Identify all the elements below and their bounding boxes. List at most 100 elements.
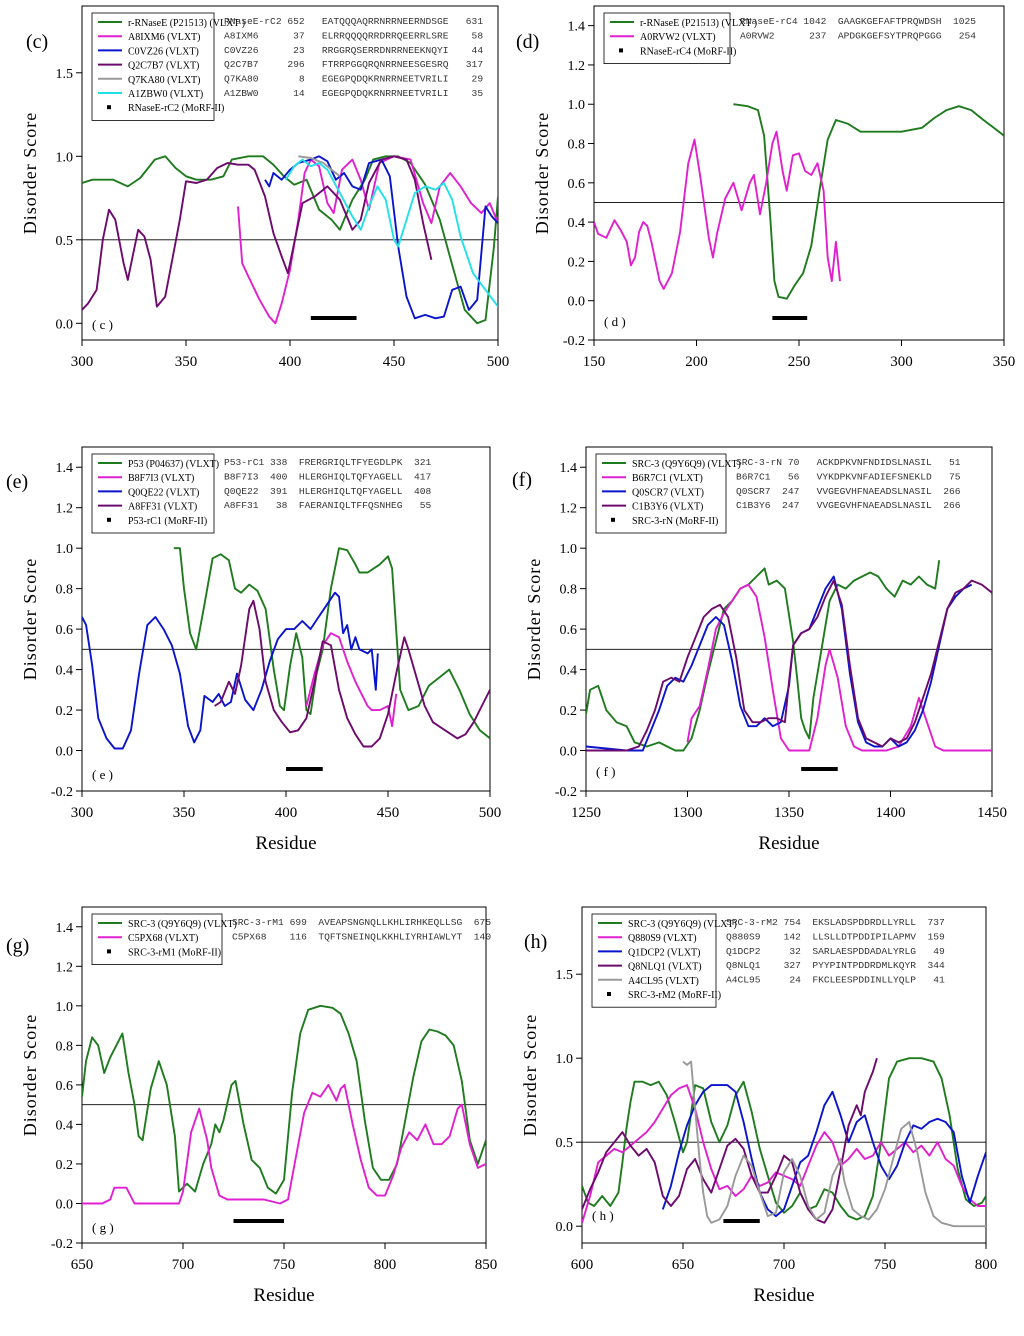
- panel-inner-label: ( f ): [596, 764, 616, 779]
- y-tick-label: 0.8: [568, 138, 586, 153]
- legend-marker: [619, 48, 623, 53]
- x-tick-label: 1300: [673, 805, 703, 821]
- legend-entry: SRC-3 (Q9Y6Q9) (VLXT): [632, 459, 741, 470]
- series-line-q8nlq1: [582, 1057, 878, 1224]
- x-tick-label: 750: [874, 1257, 897, 1273]
- alignment-line: A8IXM6 37 ELRRQQQQRRDRRQEERRLSRE 58: [224, 30, 483, 41]
- legend-marker: [607, 992, 611, 996]
- panel-inner-label: ( e ): [92, 767, 113, 782]
- y-tick-label: 0.4: [560, 664, 578, 679]
- legend-entry: A8FF31 (VLXT): [128, 502, 197, 513]
- series-line-c1b3y6: [586, 579, 992, 752]
- legend-entry: SRC-3-rM2 (MoRF-II): [628, 990, 721, 1001]
- y-tick-label: 1.5: [56, 67, 74, 82]
- y-tick-label: 1.2: [56, 502, 74, 517]
- legend-entry: C1B3Y6 (VLXT): [632, 502, 703, 513]
- panel-inner-label: ( h ): [592, 1208, 614, 1223]
- series-line-r-rnasee: [82, 155, 498, 325]
- y-tick-label: 0.8: [560, 583, 578, 598]
- y-tick-label: -0.2: [555, 785, 577, 800]
- y-tick-label: 0.0: [56, 1197, 74, 1212]
- panel-label: (d): [516, 31, 539, 53]
- legend-entry: C5PX68 (VLXT): [128, 933, 198, 944]
- y-tick-label: -0.2: [51, 1237, 73, 1252]
- y-tick-label: 0.2: [56, 1158, 74, 1173]
- panel-inner-label: ( d ): [604, 314, 626, 329]
- y-tick-label: 1.4: [560, 461, 578, 476]
- legend-box: [591, 913, 717, 1008]
- y-tick-label: 0.2: [560, 704, 578, 719]
- y-tick-label: 0.6: [56, 623, 74, 638]
- y-tick-label: 0.6: [568, 177, 586, 192]
- series-line-a0rvw2: [594, 130, 841, 290]
- legend-entry: A4CL95 (VLXT): [628, 976, 699, 987]
- chart-panel-h: 600 650 700 750 800 0.0 0.5 1.0 1.5 Disorder Scor…: [520, 906, 997, 1306]
- legend-entry: Q0QE22 (VLXT): [128, 487, 199, 498]
- alignment-line: A0RVW2 237 APDGKGEFSYTPRQPGGG 254: [740, 30, 976, 41]
- x-tick-label: 300: [71, 354, 94, 370]
- y-tick-label: 1.4: [56, 461, 74, 476]
- y-tick-label: 1.2: [56, 960, 74, 975]
- x-tick-label: 500: [479, 805, 502, 821]
- legend-entry: RNaseE-rC2 (MoRF-II): [128, 103, 224, 114]
- series-line-src-3: [582, 1057, 986, 1221]
- x-axis-label: Residue: [753, 1285, 814, 1306]
- legend-entry: SRC-3-rN (MoRF-II): [632, 516, 718, 527]
- legend-entry: Q1DCP2 (VLXT): [628, 947, 701, 958]
- panel-label: (h): [524, 931, 547, 953]
- chart-panel-f: 1250 1300 1350 1400 1450 -0.2 0.0 0.2 0.4 0.6 0.8 1…: [512, 446, 1007, 854]
- alignment-line: Q1DCP2 32 SARLAESPDDADALYRLG 49: [726, 946, 945, 957]
- y-tick-label: 0.5: [556, 1136, 574, 1151]
- x-axis-label: Residue: [758, 833, 819, 854]
- x-axis-label: Residue: [253, 1285, 314, 1306]
- y-tick-label: 1.4: [56, 921, 74, 936]
- y-tick-label: 1.2: [560, 502, 578, 517]
- x-axis-label: Residue: [255, 833, 316, 854]
- legend-box: [91, 453, 215, 534]
- series-line-a1zbw0: [284, 158, 498, 308]
- y-tick-label: 0.6: [560, 623, 578, 638]
- series-line-r-rnasee: [733, 103, 1004, 300]
- legend-entry: Q7KA80 (VLXT): [128, 75, 201, 86]
- series-line-p53: [173, 547, 490, 740]
- y-axis-label: Disorder Score: [520, 1014, 540, 1136]
- legend-entry: SRC-3 (Q9Y6Q9) (VLXT): [628, 919, 737, 930]
- x-tick-label: 650: [71, 1257, 94, 1273]
- panel-label: (g): [6, 935, 29, 957]
- alignment-line: Q2C7B7 296 FTRRPGGQRQNRRNEESGESRQ 317: [224, 59, 483, 70]
- y-tick-label: 0.4: [56, 664, 74, 679]
- alignment-line: SRC-3-rN 70 ACKDPKVNFNDIDSLNASIL 51: [736, 457, 961, 468]
- legend-entry: A8IXM6 (VLXT): [128, 32, 201, 43]
- y-tick-label: 1.0: [56, 542, 74, 557]
- alignment-line: C5PX68 116 TQFTSNEINQLKKHLIYRHIAWLYT 140: [232, 931, 491, 942]
- legend-entry: r-RNaseE (P21513) (VLXT ): [640, 18, 757, 29]
- series-line-a4cl95: [682, 1060, 986, 1228]
- x-tick-label: 850: [475, 1257, 498, 1273]
- y-axis-label: Disorder Score: [20, 1014, 40, 1136]
- y-axis-label: Disorder Score: [532, 112, 552, 234]
- y-tick-label: 0.8: [56, 583, 74, 598]
- panel-label: (e): [6, 471, 28, 493]
- legend-entry: Q0SCR7 (VLXT): [632, 487, 704, 498]
- alignment-line: SRC-3-rM1 699 AVEAPSNGNQLLKHLIRHKEQLLSG …: [232, 917, 491, 928]
- y-tick-label: 0.4: [56, 1118, 74, 1133]
- panel-inner-label: ( c ): [92, 317, 113, 332]
- alignment-line: B6R7C1 56 VYKDPKVNFADIEFSNEKLD 75: [736, 471, 961, 482]
- series-line-q2c7b7: [82, 155, 433, 311]
- x-tick-label: 150: [583, 354, 606, 370]
- y-tick-label: 0.0: [560, 745, 578, 760]
- x-tick-label: 500: [487, 354, 510, 370]
- alignment-line: A1ZBW0 14 EGEGPQDQKRNRRNEETVRILI 35: [224, 88, 483, 99]
- series-line-src-3: [586, 560, 941, 752]
- alignment-line: C1B3Y6 247 VVGEGVHFNAEADSLNASIL 266: [736, 500, 961, 511]
- x-tick-label: 1400: [876, 805, 906, 821]
- legend-entry: A0RVW2 (VLXT): [640, 32, 716, 43]
- chart-panel-g: 650 700 750 800 850 -0.2 0.0 0.2 0.4 0.6 0.8 1.0 1.2…: [6, 906, 498, 1306]
- chart-panel-e: 300 350 400 450 500 -0.2 0.0 0.2 0.4 0.6 0.8 1.0 1.2…: [6, 446, 502, 854]
- y-axis-label: Disorder Score: [20, 112, 40, 234]
- x-tick-label: 200: [685, 354, 708, 370]
- y-axis-label: Disorder Score: [20, 558, 40, 680]
- alignment-line: Q0SCR7 247 VVGEGVHFNAEADSLNASIL 266: [736, 486, 961, 497]
- legend-box: [91, 12, 215, 121]
- alignment-line: RNaseE-rC4 1042 GAAGKGEFAFTPRQWDSH 1025: [740, 16, 976, 27]
